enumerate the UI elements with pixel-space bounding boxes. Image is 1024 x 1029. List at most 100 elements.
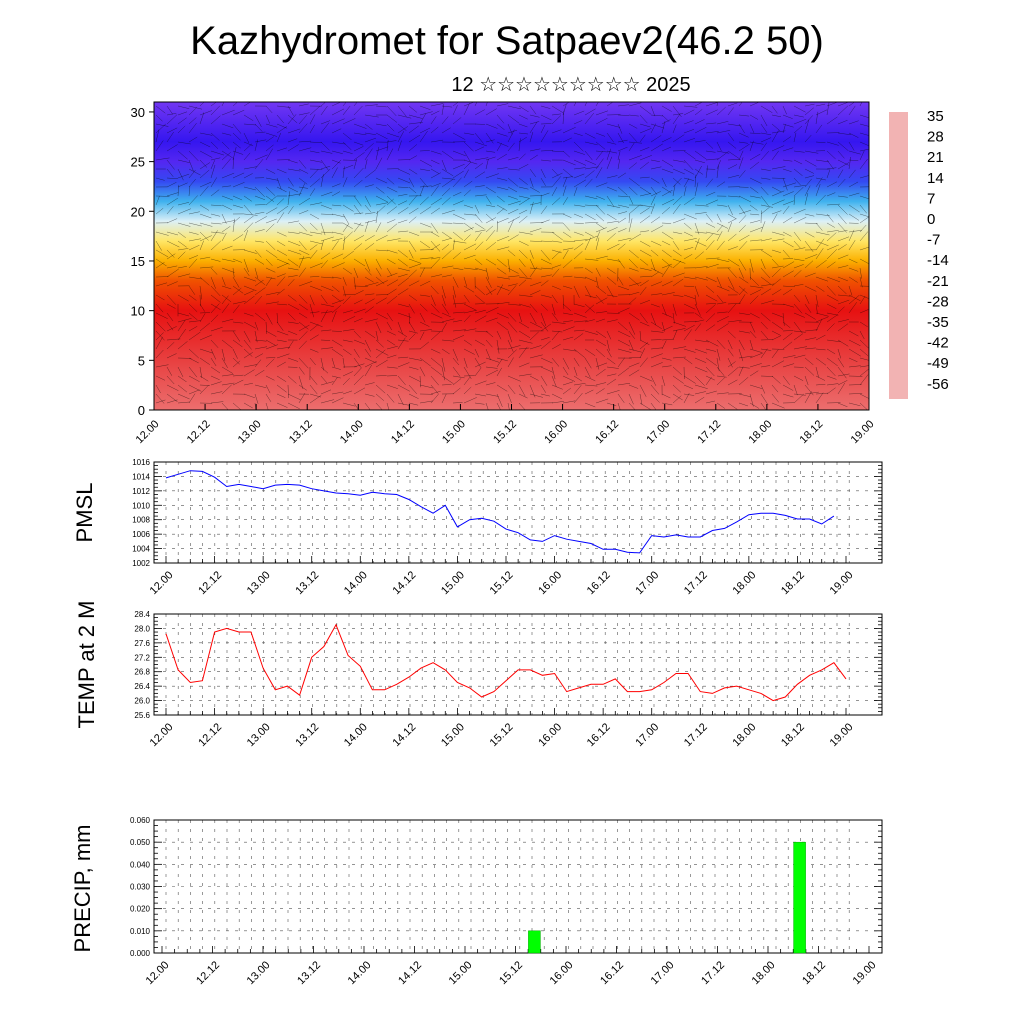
y-tick-label: 26.8	[134, 668, 150, 677]
temperature-field	[154, 102, 869, 410]
colorbar-label: -56	[927, 376, 949, 393]
y-tick-label: 0	[138, 403, 145, 418]
x-tick-label: 16.00	[548, 959, 576, 987]
x-tick-label: 18.00	[730, 569, 758, 597]
y-tick-label: 27.2	[134, 653, 150, 662]
y-tick-label: 5	[138, 353, 145, 368]
figure-title: Kazhydromet for Satpaev2(46.2 50)	[190, 19, 824, 63]
x-tick-label: 16.00	[536, 569, 564, 597]
panel-frame	[153, 461, 883, 564]
wind-vectors	[155, 102, 869, 410]
y-tick-label: 28.4	[134, 610, 150, 619]
x-tick-label: 13.00	[236, 418, 264, 446]
x-tick-label: 17.12	[699, 959, 727, 987]
x-tick-label: 13.12	[295, 959, 323, 987]
y-tick-label: 15	[131, 254, 145, 269]
x-tick-label: 19.00	[828, 721, 856, 749]
y-tick-label: 0.010	[130, 927, 151, 936]
colorbar-label: 35	[927, 108, 944, 125]
x-tick-label: 19.00	[851, 959, 879, 987]
colorbar-label: -49	[927, 355, 949, 372]
x-tick-label: 12.12	[194, 959, 222, 987]
x-tick-label: 18.12	[779, 569, 807, 597]
x-tick-label: 17.12	[695, 418, 723, 446]
x-tick-label: 17.00	[633, 721, 661, 749]
x-tick-label: 15.00	[447, 959, 475, 987]
x-tick-label: 15.12	[488, 721, 516, 749]
colorbar-label: -35	[927, 314, 949, 331]
x-tick-label: 12.00	[148, 569, 176, 597]
colorbar	[889, 112, 908, 399]
colorbar-label: 7	[927, 190, 935, 207]
x-tick-label: 12.12	[185, 418, 213, 446]
x-tick-label: 12.12	[196, 569, 224, 597]
x-tick-label: 14.12	[396, 959, 424, 987]
y-tick-label: 1016	[132, 458, 150, 467]
y-tick-label: 0.060	[130, 816, 151, 825]
x-tick-label: 19.00	[828, 569, 856, 597]
colorbar-label: 28	[927, 129, 944, 146]
y-axis-label: PMSL	[72, 483, 97, 543]
colorbar-label: 14	[927, 170, 944, 187]
x-tick-label: 12.00	[144, 959, 172, 987]
x-tick-label: 14.00	[342, 721, 370, 749]
wind-vector-field	[155, 102, 869, 410]
data-series-line	[165, 623, 847, 702]
x-tick-label: 17.00	[644, 418, 672, 446]
colorbar-labels: 35 28 21 14 7 0 -7 -14 -21 -28 -35 -42 -49 -56	[927, 108, 949, 393]
x-tick-label: 15.12	[497, 959, 525, 987]
y-tick-label: 0.020	[130, 905, 151, 914]
y-tick-label: 0.030	[130, 883, 151, 892]
x-tick-label: 18.12	[800, 959, 828, 987]
colorbar-label: -14	[927, 252, 949, 269]
y-tick-label: 1014	[132, 472, 150, 481]
data-series-line	[165, 470, 835, 554]
y-tick-label: 0.050	[130, 838, 151, 847]
x-tick-label: 17.12	[682, 569, 710, 597]
y-tick-label: 30	[131, 105, 145, 120]
y-tick-label: 27.6	[134, 639, 150, 648]
temperature-cross-section-panel: 0 5 10 15 20 25 30 12.00 12.12 13.00 13.12 14.00 14.…	[131, 101, 949, 446]
x-tick-label: 14.12	[390, 721, 418, 749]
y-tick-label: 20	[131, 204, 145, 219]
pmsl-panel: 1002 1004 1006 1008 1010 1012 1014 1016 12.00 12.…	[72, 458, 883, 597]
y-tick-label: 28.0	[134, 624, 150, 633]
x-tick-label: 16.12	[585, 569, 613, 597]
y-axis-label: TEMP at 2 M	[74, 601, 99, 729]
y-tick-label: 25.6	[134, 711, 150, 720]
x-tick-label: 15.00	[440, 418, 468, 446]
y-tick-label: 0.000	[130, 949, 151, 958]
x-tick-label: 13.00	[245, 721, 273, 749]
precip-bar	[528, 930, 541, 954]
x-tick-label: 14.00	[338, 418, 366, 446]
y-axis-label: PRECIP, mm	[70, 825, 95, 953]
y-tick-label: 0.040	[130, 860, 151, 869]
y-tick-label: 25	[131, 155, 145, 170]
colorbar-label: 21	[927, 149, 944, 166]
x-tick-label: 16.12	[585, 721, 613, 749]
y-tick-label: 1012	[132, 487, 150, 496]
precip-panel: 0.000 0.010 0.020 0.030 0.040 0.050 0.060 12.00…	[70, 816, 883, 987]
x-tick-label: 16.12	[593, 418, 621, 446]
x-tick-label: 18.00	[750, 959, 778, 987]
y-tick-label: 1010	[132, 501, 150, 510]
x-tick-label: 19.00	[849, 418, 877, 446]
x-tick-label: 17.00	[649, 959, 677, 987]
colorbar-label: -21	[927, 273, 949, 290]
colorbar-label: -28	[927, 293, 949, 310]
x-tick-label: 17.00	[633, 569, 661, 597]
x-tick-label: 14.00	[346, 959, 374, 987]
x-tick-label: 14.12	[389, 418, 417, 446]
x-tick-label: 15.00	[439, 569, 467, 597]
figure-subtitle: 12 ☆☆☆☆☆☆☆☆☆ 2025	[451, 74, 690, 96]
x-tick-label: 12.00	[134, 418, 162, 446]
x-tick-label: 14.00	[342, 569, 370, 597]
y-tick-label: 26.0	[134, 697, 150, 706]
temp-2m-panel: 25.6 26.0 26.4 26.8 27.2 27.6 28.0 28.4 12.00 12.…	[74, 601, 883, 749]
y-tick-label: 10	[131, 304, 145, 319]
colorbar-label: 0	[927, 211, 935, 228]
x-tick-label: 14.12	[390, 569, 418, 597]
x-tick-label: 13.00	[245, 569, 273, 597]
x-tick-label: 13.12	[293, 721, 321, 749]
